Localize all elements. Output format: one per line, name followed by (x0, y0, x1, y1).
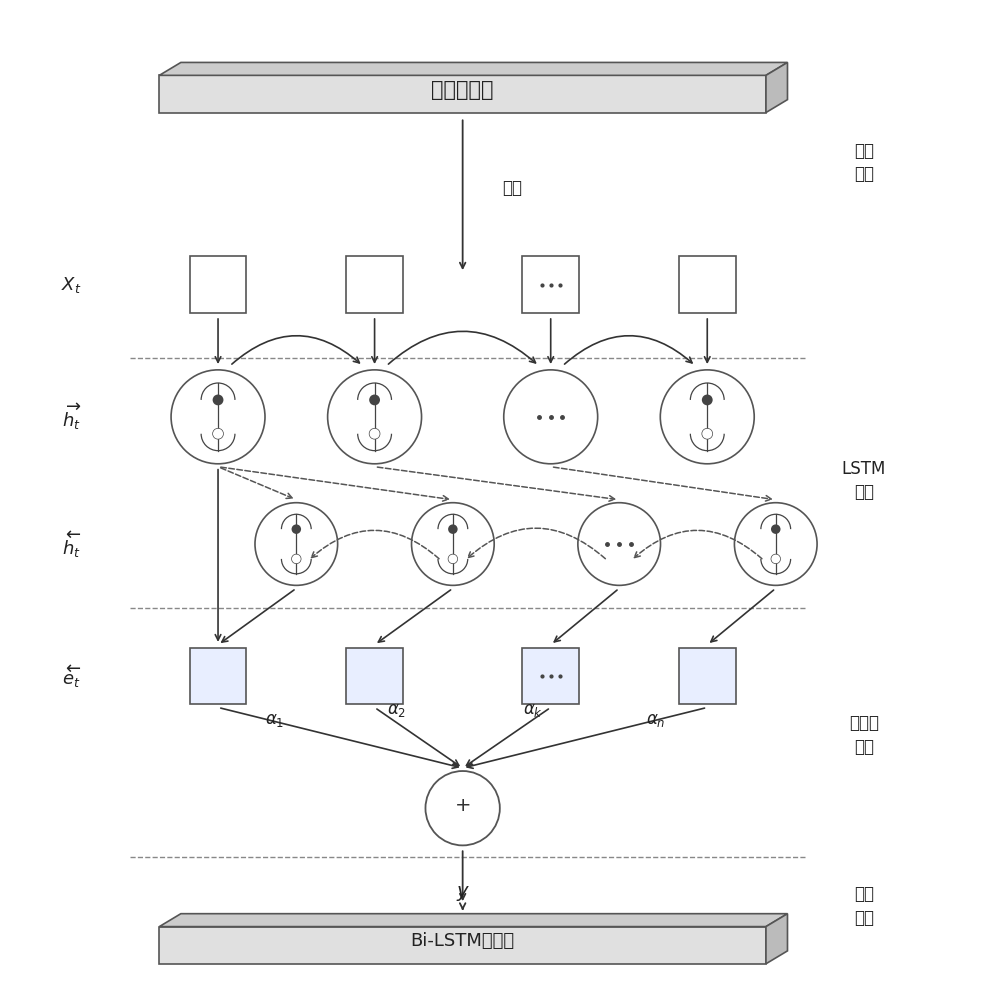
FancyBboxPatch shape (523, 648, 579, 704)
FancyBboxPatch shape (523, 256, 579, 313)
Text: $\alpha_k$: $\alpha_k$ (523, 701, 542, 719)
Circle shape (369, 428, 380, 439)
Circle shape (660, 370, 754, 464)
Circle shape (702, 395, 712, 405)
Circle shape (448, 554, 458, 564)
Circle shape (734, 503, 817, 585)
Text: Bi-LSTM特征图: Bi-LSTM特征图 (410, 932, 515, 950)
Circle shape (291, 524, 301, 534)
Text: +: + (455, 796, 471, 815)
Text: $\alpha_n$: $\alpha_n$ (646, 711, 665, 729)
Circle shape (425, 771, 500, 845)
Text: LSTM
模块: LSTM 模块 (841, 460, 886, 501)
Text: 输出
模块: 输出 模块 (854, 885, 874, 927)
Text: $\overleftarrow{e_t}$: $\overleftarrow{e_t}$ (62, 663, 81, 690)
FancyBboxPatch shape (190, 256, 246, 313)
Polygon shape (766, 62, 787, 113)
Circle shape (411, 503, 494, 585)
Circle shape (369, 395, 380, 405)
Circle shape (578, 503, 660, 585)
Text: 像素点向量: 像素点向量 (431, 80, 494, 100)
Circle shape (771, 554, 780, 564)
Text: $\overleftarrow{h_t}$: $\overleftarrow{h_t}$ (62, 529, 81, 560)
Polygon shape (159, 914, 787, 927)
Circle shape (213, 428, 223, 439)
FancyBboxPatch shape (679, 256, 736, 313)
Circle shape (328, 370, 421, 464)
Circle shape (213, 395, 223, 405)
Text: $\alpha_2$: $\alpha_2$ (387, 701, 406, 719)
FancyBboxPatch shape (679, 648, 736, 704)
FancyBboxPatch shape (346, 256, 403, 313)
Circle shape (771, 524, 780, 534)
Circle shape (255, 503, 338, 585)
Text: 分解: 分解 (502, 179, 522, 197)
FancyBboxPatch shape (190, 648, 246, 704)
Circle shape (504, 370, 597, 464)
Text: 输入
模块: 输入 模块 (854, 142, 874, 183)
Text: $\alpha_1$: $\alpha_1$ (265, 711, 284, 729)
Polygon shape (159, 75, 766, 113)
Circle shape (291, 554, 301, 564)
Circle shape (448, 524, 458, 534)
Polygon shape (766, 914, 787, 964)
FancyBboxPatch shape (346, 648, 403, 704)
Text: $\overrightarrow{h_t}$: $\overrightarrow{h_t}$ (62, 401, 81, 432)
Text: y: y (457, 882, 468, 901)
Text: $X_t$: $X_t$ (61, 275, 81, 295)
Text: 注意力
模块: 注意力 模块 (849, 714, 879, 756)
Polygon shape (159, 62, 787, 75)
Circle shape (702, 428, 712, 439)
Circle shape (171, 370, 265, 464)
Polygon shape (159, 927, 766, 964)
